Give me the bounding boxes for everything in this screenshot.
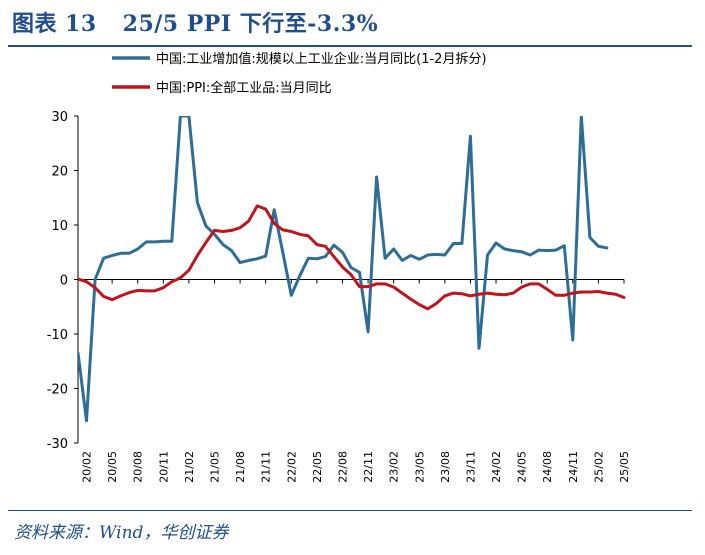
footer-rule [8,510,692,511]
x-tick-label: 23/05 [413,451,426,483]
x-tick-label: 21/02 [183,451,196,483]
x-tick-label: 21/08 [234,451,247,483]
x-tick-label: 20/05 [106,451,119,483]
legend-label-industrial-output: 中国:工业增加值:规模以上工业企业:当月同比(1-2月拆分) [156,51,487,67]
figure-number: 13 [65,11,97,37]
x-tick-label: 21/11 [260,451,273,483]
x-tick-label: 20/11 [157,451,170,483]
source-note: 资料来源：Wind，华创证券 [14,523,229,543]
line-chart: -30 -20 -10 0 10 20 30 20/02 20/05 20/08 20/11 21/0… [47,51,631,483]
title-rule [8,45,692,47]
x-tick-label: 25/05 [618,451,631,483]
figure-label: 图表 [12,11,58,37]
x-tick-label: 23/08 [439,451,452,483]
series-line-ppi [78,204,626,311]
y-tick-label: 30 [51,110,68,125]
x-tick-label: 24/02 [490,451,503,483]
figure-title: 图表 13 25/5 PPI 下行至-3.3% [12,6,378,38]
x-tick-label: 23/02 [388,451,401,483]
y-tick-label: 10 [51,219,68,234]
x-tick-label: 20/08 [132,451,145,483]
x-tick-label: 20/02 [81,451,94,483]
x-tick-label: 22/11 [362,451,375,483]
y-tick-label: -10 [47,328,68,343]
x-tick-label: 25/02 [592,451,605,483]
y-tick-label: 0 [60,274,68,289]
series-line-industrial-output [78,116,609,423]
y-tick-label: 20 [51,165,68,180]
x-tick-label: 24/11 [567,451,580,483]
y-tick-label: -30 [47,437,68,452]
x-tick-label: 23/11 [464,451,477,483]
x-tick-label: 22/02 [285,451,298,483]
x-tick-label: 24/05 [516,451,529,483]
x-tick-label: 21/05 [209,451,222,483]
figure-title-text: 25/5 PPI 下行至-3.3% [122,11,379,37]
legend-label-ppi: 中国:PPI:全部工业品:当月同比 [156,80,332,96]
x-tick-label: 22/05 [311,451,324,483]
x-tick-label: 22/08 [336,451,349,483]
y-tick-label: -20 [47,383,68,398]
x-tick-label: 24/08 [541,451,554,483]
